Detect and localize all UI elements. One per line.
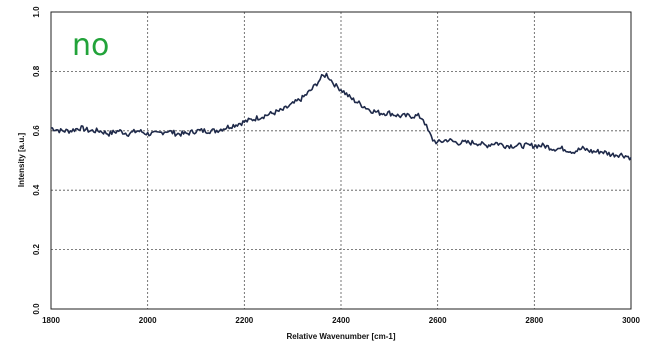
x-axis-label: Relative Wavenumber [cm-1] xyxy=(286,332,395,341)
series-line xyxy=(51,72,632,161)
annotation-text: no xyxy=(72,28,109,63)
y-tick-label: 1.0 xyxy=(32,6,41,18)
x-tick-label: 3000 xyxy=(622,316,640,325)
y-tick-label: 0.0 xyxy=(32,303,41,315)
y-tick-label: 0.6 xyxy=(32,125,41,137)
y-tick-label: 0.2 xyxy=(32,243,41,255)
y-axis-label: Intensity [a.u.] xyxy=(17,133,26,188)
y-tick-label: 0.8 xyxy=(32,65,41,77)
x-tick-label: 2200 xyxy=(235,316,253,325)
x-tick-label: 2600 xyxy=(429,316,447,325)
x-tick-label: 2000 xyxy=(139,316,157,325)
grid-lines xyxy=(51,12,631,309)
x-tick-labels: 1800 2000 2200 2400 2600 2800 3000 xyxy=(42,316,640,325)
plot-border xyxy=(50,11,632,310)
y-tick-label: 0.4 xyxy=(32,184,41,196)
x-tick-label: 1800 xyxy=(42,316,60,325)
x-tick-label: 2400 xyxy=(332,316,350,325)
y-tick-labels: 0.0 0.2 0.4 0.6 0.8 1.0 xyxy=(32,6,41,315)
x-tick-label: 2800 xyxy=(525,316,543,325)
